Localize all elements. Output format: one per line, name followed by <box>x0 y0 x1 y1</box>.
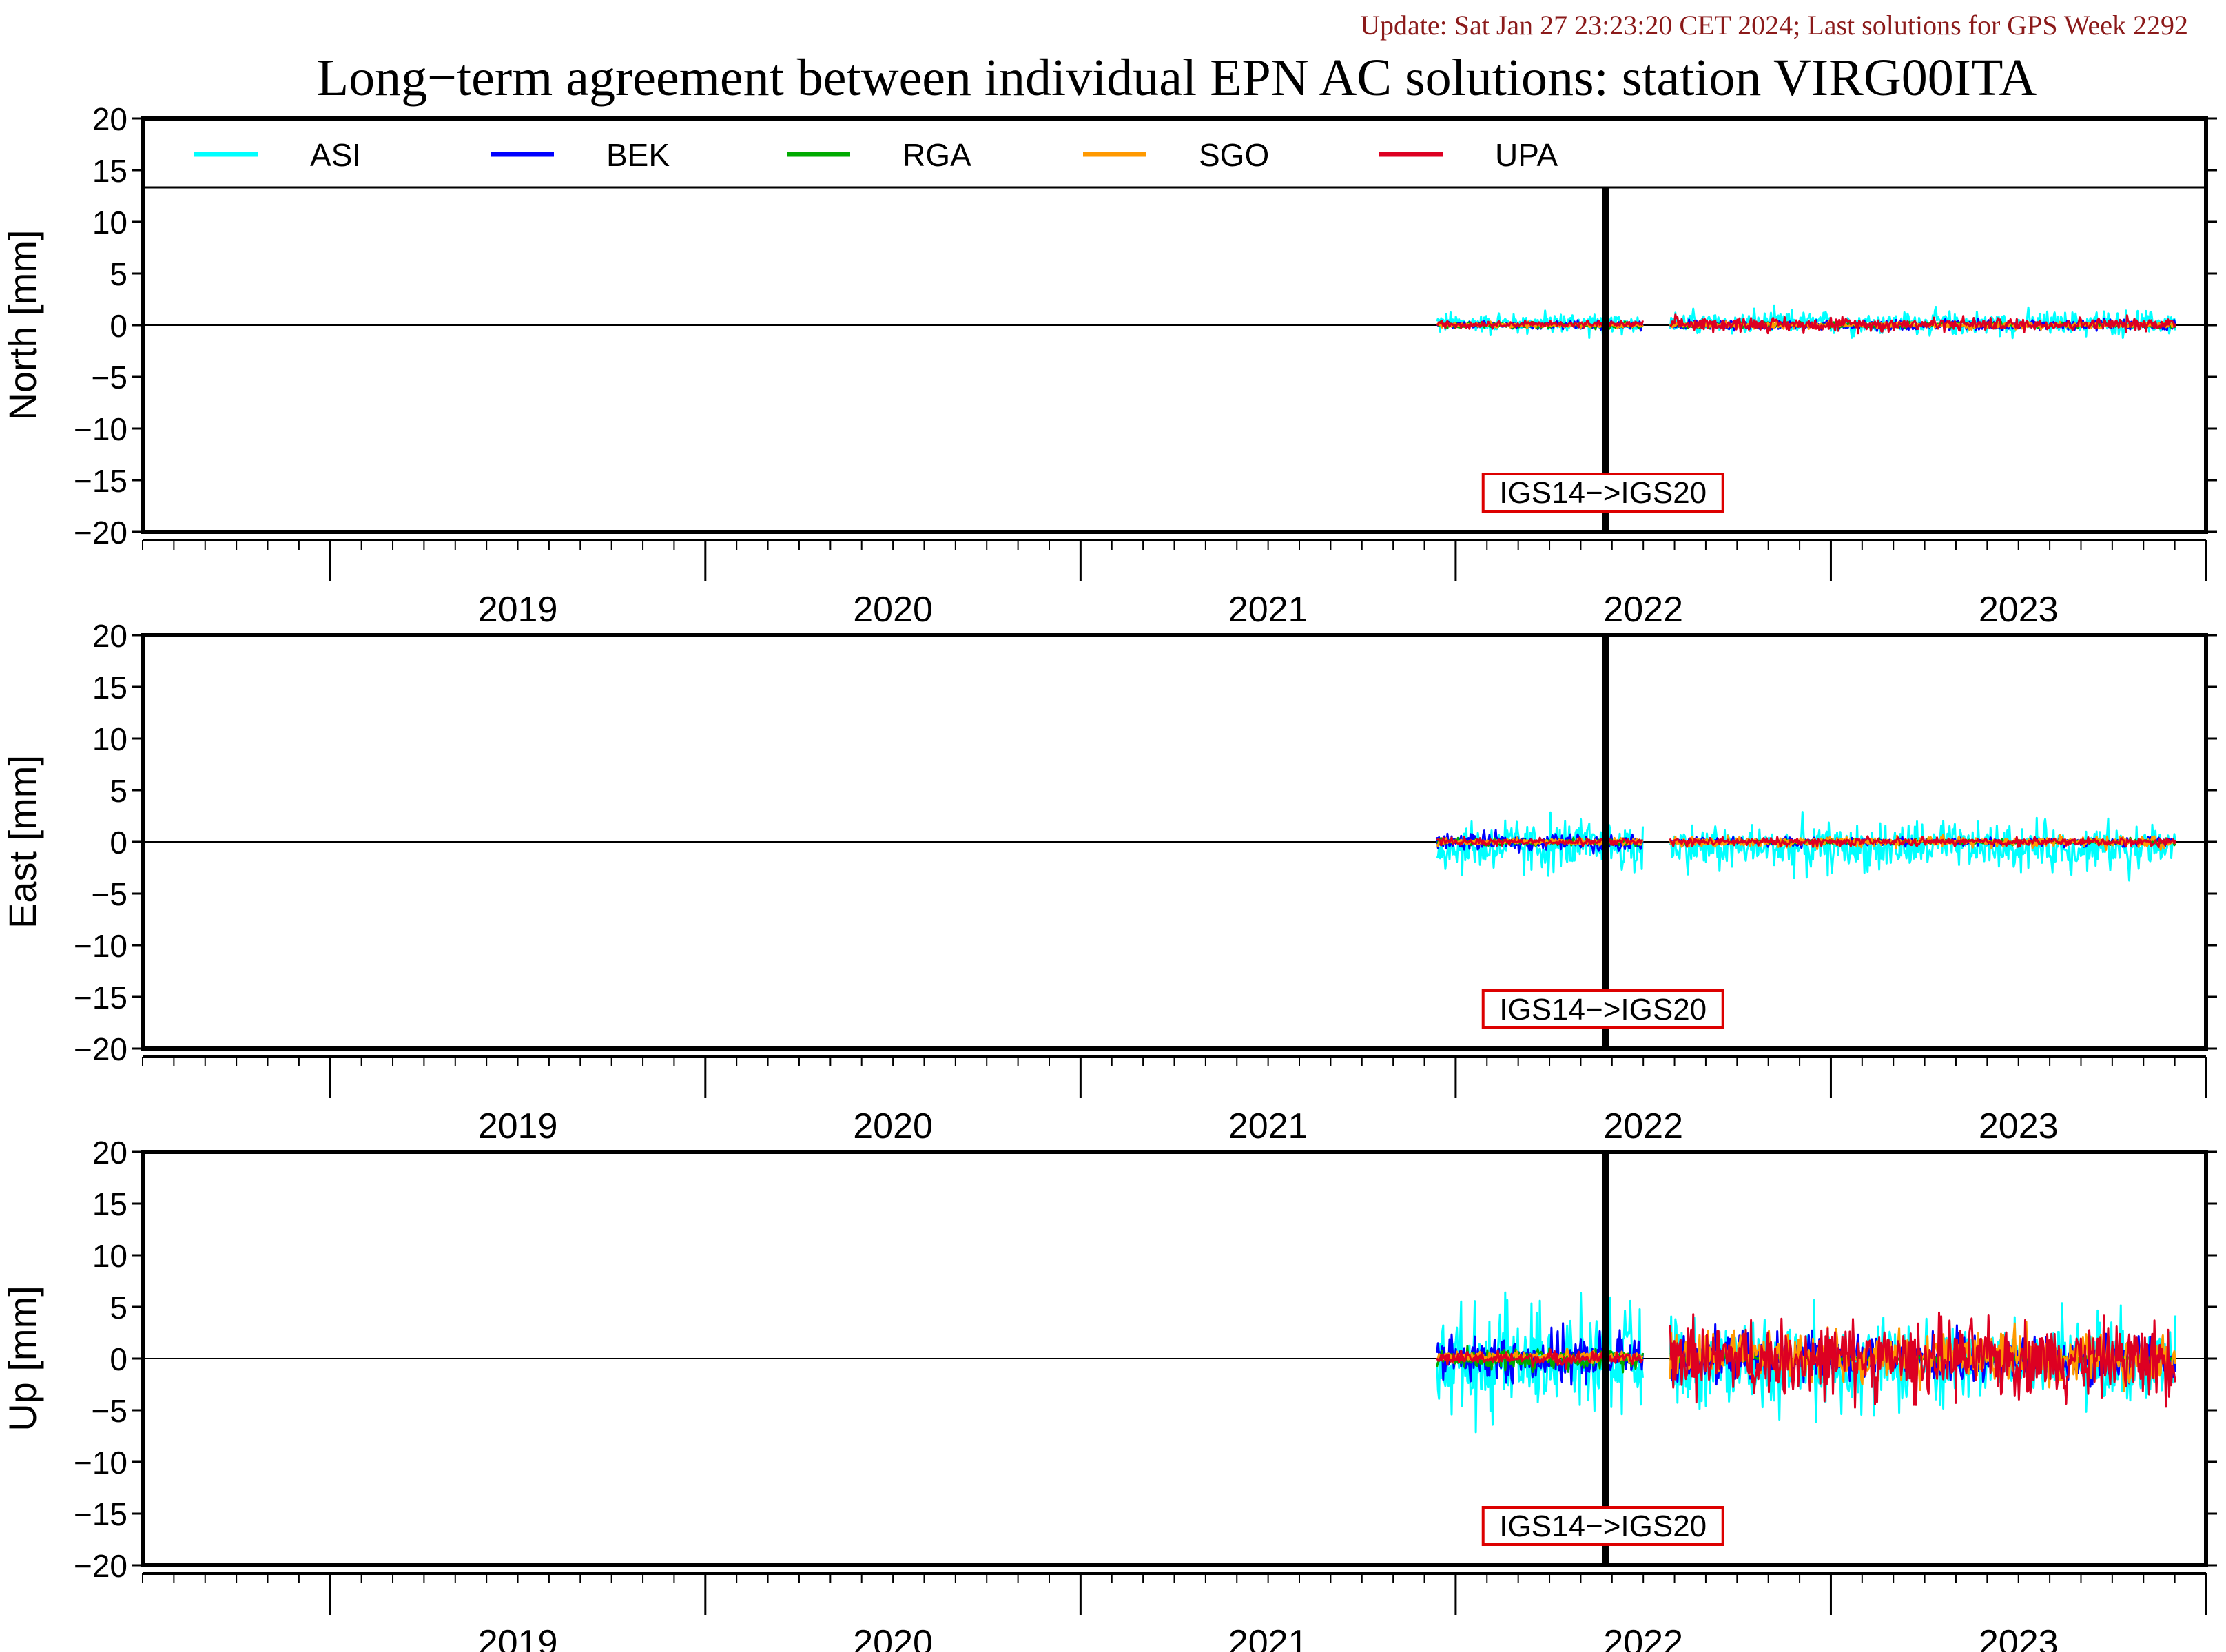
y-tick-label: 10 <box>92 1238 127 1274</box>
legend-label-sgo: SGO <box>1199 137 1269 173</box>
y-tick-label: 5 <box>110 1290 127 1325</box>
plot-frame <box>141 633 2208 1051</box>
y-tick-label: 10 <box>92 721 127 757</box>
y-tick-label: −20 <box>74 515 127 550</box>
y-tick-label: −10 <box>74 928 127 964</box>
y-tick-label: 5 <box>110 773 127 809</box>
x-tick-label: 2020 <box>853 1106 933 1146</box>
legend-label-asi: ASI <box>310 137 361 173</box>
y-tick-label: 0 <box>110 825 127 860</box>
x-tick-label: 2021 <box>1228 590 1308 630</box>
y-tick-label: −10 <box>74 1445 127 1480</box>
annotation-label: IGS14−>IGS20 <box>1499 476 1707 510</box>
x-tick-label: 2023 <box>1979 1106 2059 1146</box>
x-tick-label: 2020 <box>853 590 933 630</box>
chart-title: Long−term agreement between individual E… <box>317 49 2037 107</box>
panel-up: Up [mm] 20 15 10 5 0 −5 −10 −15 −20 IGS14−>IGS20 20… <box>1 1135 2217 1652</box>
legend-box <box>141 117 2207 189</box>
x-tick-label: 2020 <box>853 1623 933 1652</box>
x-tick-label: 2023 <box>1979 590 2059 630</box>
y-tick-label: 15 <box>92 670 127 705</box>
legend-label-bek: BEK <box>606 137 670 173</box>
x-tick-label: 2021 <box>1228 1623 1308 1652</box>
y-tick-label: −10 <box>74 411 127 447</box>
y-tick-label: 15 <box>92 153 127 189</box>
y-axis-label: East [mm] <box>1 755 44 929</box>
chart-panels: North [mm] 20 15 10 5 0 −5 −10 −15 −20 IGS14−>IGS2… <box>1 101 2217 1652</box>
x-tick-label: 2019 <box>478 1106 558 1146</box>
y-tick-label: −5 <box>92 360 127 395</box>
y-tick-label: −15 <box>74 1496 127 1532</box>
y-tick-label: −15 <box>74 463 127 499</box>
legend-label-rga: RGA <box>903 137 971 173</box>
y-tick-label: 20 <box>92 1135 127 1170</box>
y-tick-label: 20 <box>92 101 127 137</box>
x-tick-label: 2019 <box>478 1623 558 1652</box>
annotation-box <box>1481 989 1724 1029</box>
panel-east: East [mm] 20 15 10 5 0 −5 −10 −15 −20 IGS14−>IGS20… <box>1 618 2217 1146</box>
y-tick-label: −5 <box>92 876 127 912</box>
x-tick-label: 2022 <box>1603 1623 1683 1652</box>
legend-label-upa: UPA <box>1495 137 1558 173</box>
update-timestamp: Update: Sat Jan 27 23:23:20 CET 2024; La… <box>1360 10 2188 41</box>
annotation-label: IGS14−>IGS20 <box>1499 1509 1707 1543</box>
y-tick-label: 10 <box>92 205 127 240</box>
y-tick-label: −15 <box>74 980 127 1015</box>
y-axis-label: Up [mm] <box>1 1286 44 1432</box>
y-tick-label: 5 <box>110 256 127 292</box>
x-tick-label: 2021 <box>1228 1106 1308 1146</box>
plot-frame <box>141 116 2208 534</box>
y-axis-label: North [mm] <box>1 230 44 421</box>
x-tick-label: 2022 <box>1603 590 1683 630</box>
x-tick-label: 2023 <box>1979 1623 2059 1652</box>
x-tick-label: 2022 <box>1603 1106 1683 1146</box>
y-tick-label: 15 <box>92 1186 127 1222</box>
x-tick-label: 2019 <box>478 590 558 630</box>
y-tick-label: −20 <box>74 1031 127 1067</box>
annotation-box <box>1481 1506 1724 1546</box>
plot-frame <box>141 1150 2208 1567</box>
y-tick-label: 20 <box>92 618 127 654</box>
y-tick-label: 0 <box>110 308 127 344</box>
y-tick-label: −20 <box>74 1548 127 1584</box>
panel-north: North [mm] 20 15 10 5 0 −5 −10 −15 −20 IGS14−>IGS2… <box>1 101 2217 630</box>
annotation-label: IGS14−>IGS20 <box>1499 993 1707 1026</box>
y-tick-label: −5 <box>92 1393 127 1429</box>
y-tick-label: 0 <box>110 1341 127 1377</box>
annotation-box <box>1481 473 1724 513</box>
